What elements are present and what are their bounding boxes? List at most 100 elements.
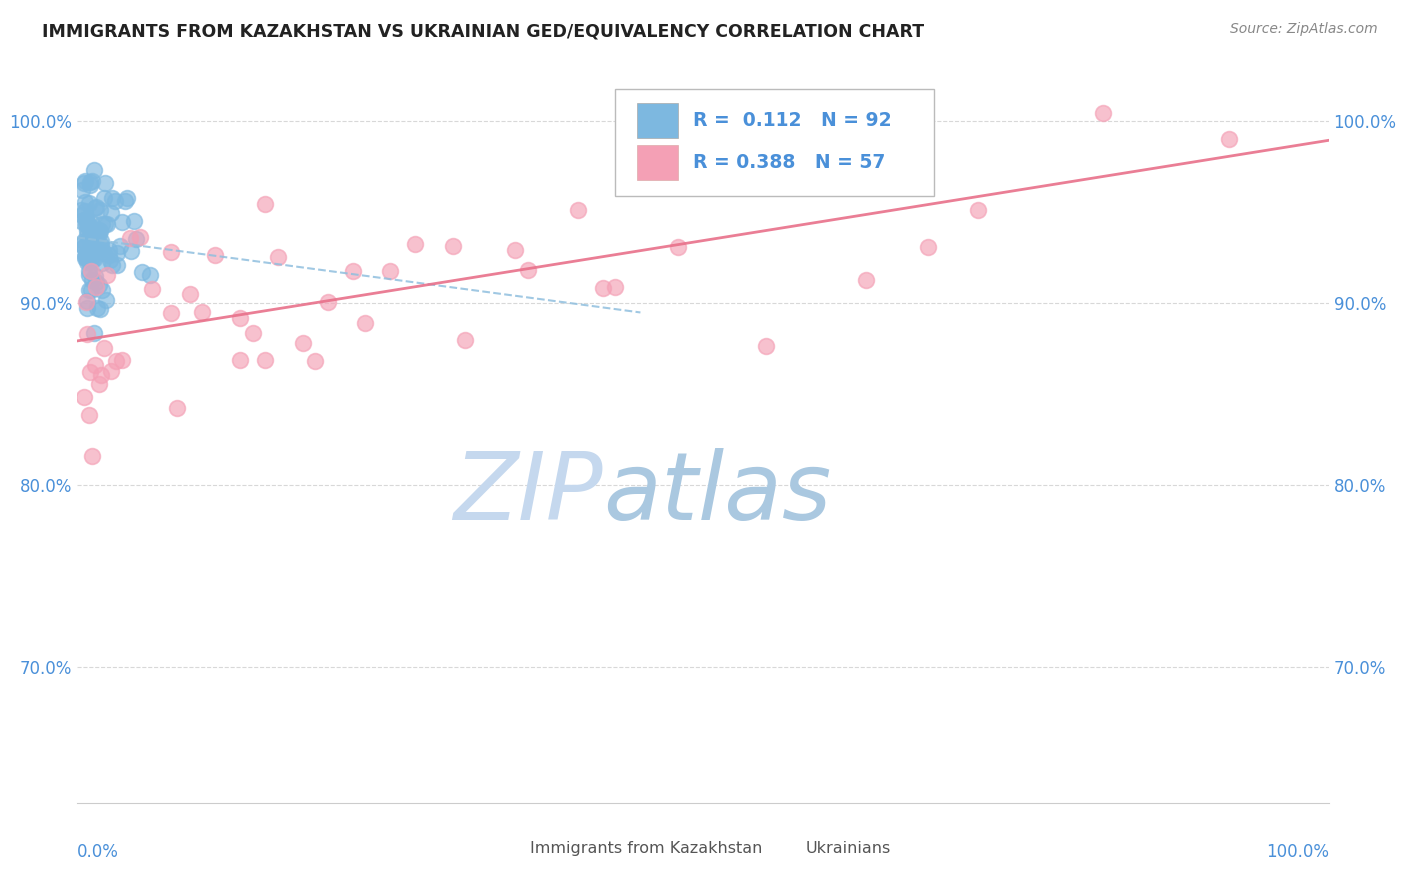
- Point: [79, 239, 101, 253]
- Point: [754, 339, 776, 353]
- Point: [87, 376, 110, 391]
- Point: [76, 252, 98, 266]
- Point: [82, 449, 104, 463]
- Point: [77, 219, 100, 234]
- Point: [76, 293, 98, 308]
- Point: [131, 265, 153, 279]
- Bar: [637, 103, 678, 138]
- Point: [83, 326, 105, 340]
- Point: [72, 208, 94, 222]
- Text: Source: ZipAtlas.com: Source: ZipAtlas.com: [1230, 22, 1378, 37]
- Point: [80, 283, 103, 297]
- Point: [82, 174, 104, 188]
- Point: [72, 240, 94, 254]
- Point: [605, 280, 627, 294]
- Point: [79, 228, 101, 243]
- Point: [73, 249, 96, 263]
- Point: [117, 191, 139, 205]
- Point: [101, 191, 124, 205]
- Point: [73, 203, 96, 218]
- Point: [160, 244, 183, 259]
- Point: [141, 282, 163, 296]
- Text: 0.0%: 0.0%: [77, 843, 120, 862]
- Point: [94, 217, 117, 231]
- Point: [166, 401, 188, 416]
- Point: [91, 256, 114, 270]
- Point: [118, 231, 141, 245]
- Point: [72, 183, 94, 197]
- Point: [83, 163, 105, 178]
- Point: [70, 202, 93, 217]
- Point: [90, 234, 112, 248]
- Point: [354, 316, 377, 330]
- Point: [441, 239, 464, 253]
- Point: [754, 110, 776, 124]
- Point: [98, 253, 121, 268]
- Point: [84, 227, 107, 242]
- Point: [666, 240, 689, 254]
- Bar: [772, 838, 800, 862]
- Point: [84, 280, 107, 294]
- Point: [73, 174, 96, 188]
- Point: [855, 273, 877, 287]
- Point: [77, 218, 100, 232]
- Point: [72, 236, 94, 251]
- Point: [79, 175, 101, 189]
- Point: [83, 241, 105, 255]
- Point: [75, 294, 97, 309]
- Point: [304, 353, 326, 368]
- Point: [83, 252, 105, 267]
- Point: [114, 194, 136, 208]
- Point: [93, 341, 115, 355]
- Point: [77, 264, 100, 278]
- Point: [87, 223, 110, 237]
- Point: [378, 264, 402, 278]
- Point: [76, 326, 98, 341]
- Point: [1092, 105, 1115, 120]
- Point: [76, 254, 98, 268]
- Point: [139, 268, 162, 282]
- Point: [77, 196, 100, 211]
- Point: [100, 364, 122, 378]
- Text: ZIP: ZIP: [453, 448, 603, 540]
- Point: [91, 217, 114, 231]
- Point: [90, 237, 112, 252]
- Point: [105, 258, 128, 272]
- Point: [120, 244, 142, 258]
- Point: [108, 239, 131, 253]
- Point: [316, 294, 339, 309]
- Point: [89, 224, 111, 238]
- Point: [80, 227, 103, 241]
- Point: [83, 231, 105, 245]
- Text: 100.0%: 100.0%: [1265, 843, 1329, 862]
- Point: [191, 305, 214, 319]
- Point: [97, 243, 120, 257]
- Point: [90, 241, 112, 255]
- Point: [967, 203, 990, 218]
- Text: Ukrainians: Ukrainians: [806, 841, 891, 856]
- Point: [111, 352, 134, 367]
- Point: [567, 202, 589, 217]
- Point: [76, 227, 98, 242]
- Point: [76, 222, 98, 236]
- Point: [72, 240, 94, 254]
- Text: Immigrants from Kazakhstan: Immigrants from Kazakhstan: [530, 841, 762, 856]
- Point: [82, 252, 104, 267]
- Point: [83, 268, 105, 283]
- Point: [75, 211, 97, 226]
- Point: [83, 358, 105, 372]
- Point: [84, 201, 107, 215]
- Point: [72, 177, 94, 191]
- Point: [342, 263, 364, 277]
- Point: [90, 368, 112, 382]
- Point: [79, 178, 101, 192]
- Point: [592, 281, 614, 295]
- Text: atlas: atlas: [603, 448, 831, 540]
- Point: [229, 353, 252, 368]
- Point: [179, 286, 201, 301]
- Point: [266, 250, 288, 264]
- Point: [94, 176, 117, 190]
- Point: [242, 326, 264, 341]
- Point: [105, 246, 128, 260]
- Point: [80, 264, 103, 278]
